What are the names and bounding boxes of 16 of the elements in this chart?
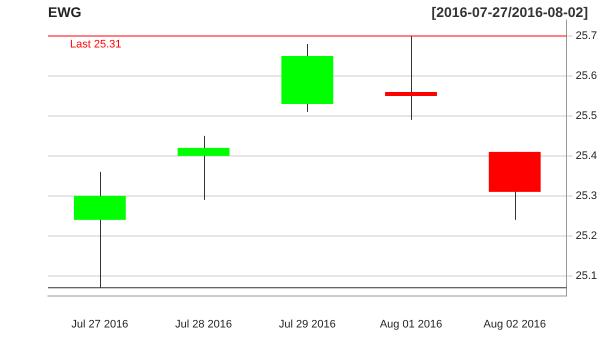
y-tick-label: 25.5: [576, 110, 598, 122]
y-tick-label: 25.7: [576, 30, 598, 42]
y-tick-label: 25.1: [576, 270, 598, 282]
y-tick-label: 25.4: [576, 150, 598, 162]
chart-title: EWG: [48, 4, 82, 20]
x-tick-label: Aug 01 2016: [380, 318, 442, 330]
chart-subtitle: [2016-07-27/2016-08-02]: [432, 4, 588, 20]
y-tick-label: 25.2: [576, 230, 598, 242]
x-tick-label: Aug 02 2016: [484, 318, 546, 330]
y-tick-label: 25.3: [576, 190, 598, 202]
x-tick-label: Jul 28 2016: [175, 318, 232, 330]
x-tick-label: Jul 29 2016: [278, 318, 336, 330]
x-tick-label: Jul 27 2016: [71, 318, 128, 330]
y-tick-label: 25.6: [576, 70, 598, 82]
ref-line-label: Last 25.31: [70, 38, 122, 51]
candlestick: [178, 135, 230, 200]
